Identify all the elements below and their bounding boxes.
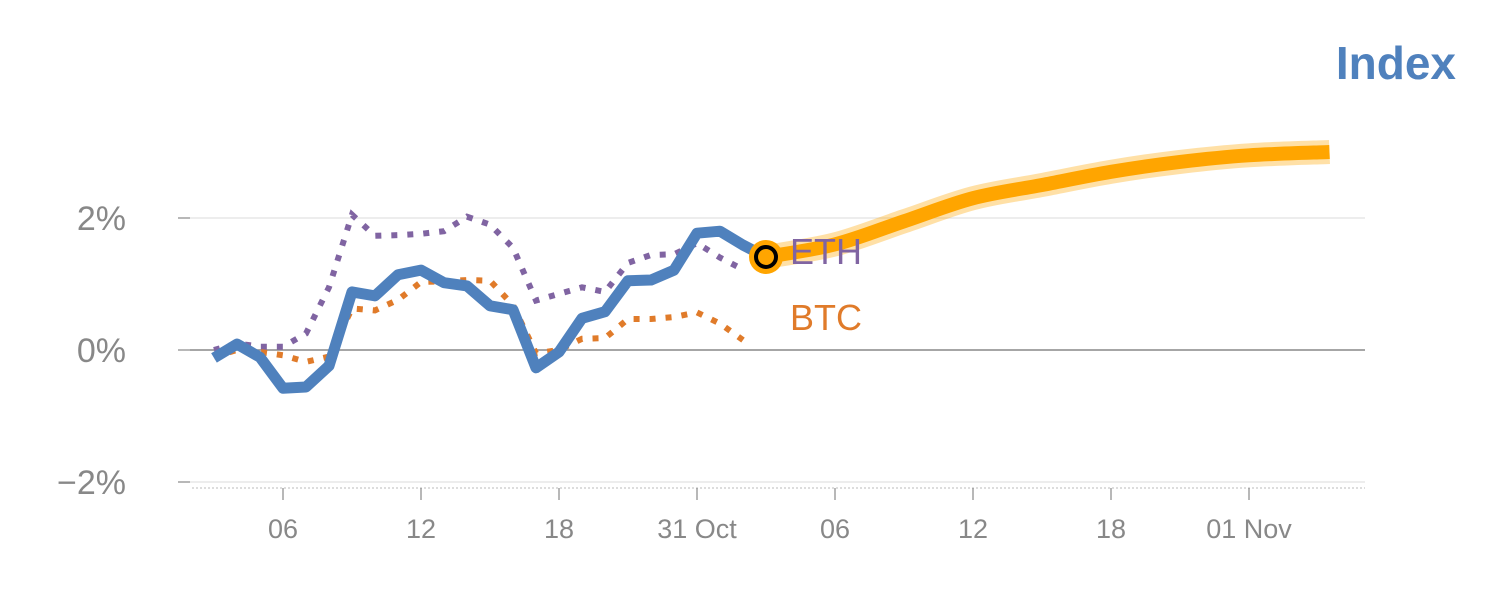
current-point-ring [754,244,778,269]
y-tick-label: 0% [77,332,126,370]
y-tick-label: −2% [57,464,126,502]
x-tick-label: 06 [820,514,850,544]
x-tick-label: 06 [268,514,298,544]
index-series-line [211,225,769,394]
eth-label: ETH [790,231,862,272]
chart-title: Index [1335,37,1456,89]
x-tick-label: 31 Oct [657,514,737,544]
x-tick-label: 18 [544,514,574,544]
x-tick-label: 18 [1096,514,1126,544]
x-tick-label: 12 [406,514,436,544]
y-tick-label: 2% [77,200,126,238]
forecast-line [764,145,1330,264]
btc-label: BTC [790,297,862,338]
x-tick-label: 01 Nov [1206,514,1292,544]
btc-series-line [213,277,745,365]
x-tick-label: 12 [958,514,988,544]
